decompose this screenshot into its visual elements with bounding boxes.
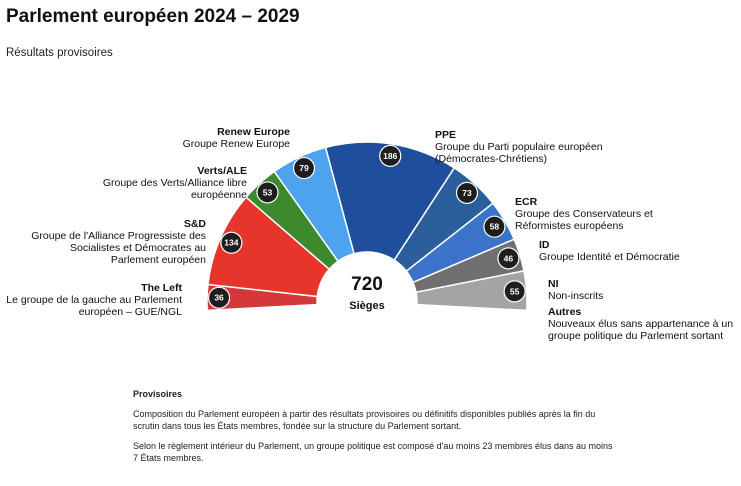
- total-seats-label: Sièges: [349, 300, 384, 312]
- legend-ni: NI Non-inscrits: [548, 278, 708, 302]
- seat-badge-renew-europe: 79: [292, 156, 316, 180]
- legend-verts: Verts/ALE Groupe des Verts/Alliance libr…: [82, 165, 247, 201]
- seat-badge-circle: [220, 231, 243, 254]
- segment-ppe[interactable]: [324, 141, 456, 262]
- seat-badge-circle: [207, 286, 231, 309]
- seat-count-label: 79: [299, 163, 309, 173]
- seat-badge-s-d: 134: [220, 231, 243, 254]
- legend-ppe-name: Groupe du Parti populaire européen (Démo…: [435, 141, 603, 165]
- legend-ni-abbr: NI: [548, 278, 559, 290]
- page-title: Parlement européen 2024 – 2029: [6, 6, 300, 27]
- seat-badge-autres: 55: [503, 280, 526, 303]
- legend-renew-abbr: Renew Europe: [217, 126, 290, 138]
- seat-badge-circle: [256, 181, 279, 204]
- seat-badge-circle: [497, 247, 520, 270]
- legend-renew: Renew Europe Groupe Renew Europe: [183, 126, 290, 150]
- legend-sd: S&D Groupe de l'Alliance Progressiste de…: [21, 218, 206, 266]
- legend-autres-abbr: Autres: [548, 306, 582, 318]
- legend-id-name: Groupe Identité et Démocratie: [539, 251, 680, 263]
- seat-count-label: 58: [490, 222, 500, 232]
- legend-left-name: Le groupe de la gauche au Parlement euro…: [6, 294, 182, 318]
- legend-autres-name: Nouveaux élus sans appartenance à un gro…: [548, 318, 734, 342]
- total-seats-value: 720: [351, 274, 383, 295]
- seat-badge-circle: [503, 280, 526, 303]
- seat-badge-circle: [483, 215, 506, 238]
- seat-badge-circle: [379, 144, 402, 167]
- legend-left: The Left Le groupe de la gauche au Parle…: [2, 282, 182, 318]
- seat-badge-id: 58: [483, 215, 506, 238]
- seat-badge-ppe: 186: [379, 144, 402, 167]
- seat-count-label: 55: [510, 286, 520, 296]
- legend-ecr: ECR Groupe des Conservateurs et Réformis…: [515, 196, 675, 232]
- legend-id-abbr: ID: [539, 239, 550, 251]
- seat-badge-ni: 46: [497, 247, 520, 270]
- notes-paragraph-1: Composition du Parlement européen à part…: [133, 409, 596, 431]
- seat-count-label: 46: [504, 253, 514, 263]
- notes-section: Provisoires Composition du Parlement eur…: [133, 388, 613, 472]
- legend-left-abbr: The Left: [141, 282, 182, 294]
- seat-count-label: 134: [224, 238, 238, 248]
- legend-ecr-name: Groupe des Conservateurs et Réformistes …: [515, 208, 653, 232]
- legend-ppe: PPE Groupe du Parti populaire européen (…: [435, 129, 615, 165]
- legend-verts-abbr: Verts/ALE: [197, 165, 247, 177]
- legend-verts-name: Groupe des Verts/Alliance libre européen…: [102, 177, 247, 201]
- legend-sd-name: Groupe de l'Alliance Progressiste des So…: [31, 230, 206, 266]
- seat-count-label: 186: [383, 151, 397, 161]
- seat-badge-circle: [292, 156, 316, 180]
- legend-ni-name: Non-inscrits: [548, 290, 604, 302]
- page-subtitle: Résultats provisoires: [6, 47, 113, 59]
- notes-heading: Provisoires: [133, 389, 183, 399]
- seat-count-label: 73: [462, 188, 472, 198]
- legend-renew-name: Groupe Renew Europe: [182, 138, 290, 150]
- legend-id: ID Groupe Identité et Démocratie: [539, 239, 719, 263]
- seat-count-label: 53: [263, 187, 273, 197]
- seat-badge-ecr: 73: [455, 181, 479, 204]
- seat-badge-circle: [455, 181, 479, 204]
- legend-autres: Autres Nouveaux élus sans appartenance à…: [548, 306, 736, 342]
- legend-ecr-abbr: ECR: [515, 196, 538, 208]
- notes-paragraph-2: Selon le règlement intérieur du Parlemen…: [133, 441, 613, 463]
- seat-badge-the-left: 36: [207, 286, 231, 309]
- seat-badge-verts-ale: 53: [256, 181, 279, 204]
- legend-sd-abbr: S&D: [183, 218, 206, 230]
- seat-count-label: 36: [214, 293, 224, 303]
- legend-ppe-abbr: PPE: [435, 129, 457, 141]
- segment-autres[interactable]: [415, 270, 528, 312]
